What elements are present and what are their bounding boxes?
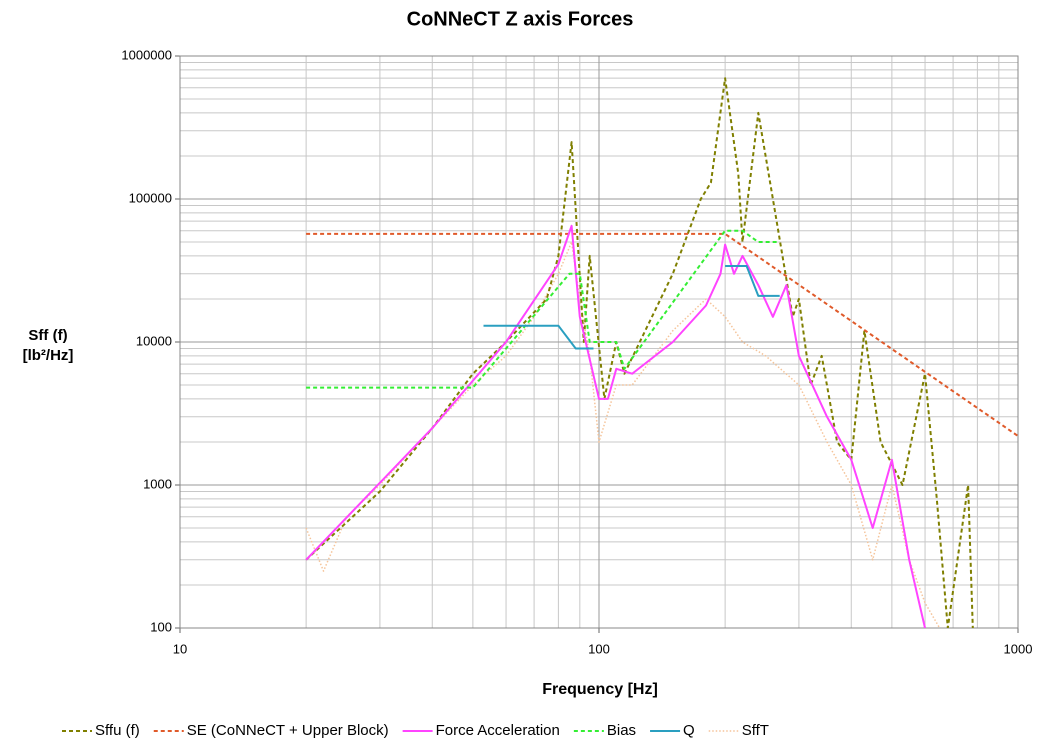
series-line (306, 232, 1018, 437)
y-tick-label: 100000 (129, 190, 172, 205)
y-axis-label: Sff (f) (28, 327, 67, 344)
x-tick-label: 100 (588, 641, 610, 656)
plot-area (305, 77, 1018, 628)
legend-label: Force Acceleration (436, 722, 560, 739)
series-line (305, 224, 926, 628)
x-tick-label: 10 (173, 641, 187, 656)
plot-border (179, 55, 1019, 629)
y-tick-label: 1000000 (121, 47, 172, 62)
y-tick-label: 1000 (143, 476, 172, 491)
legend-label: Sffu (f) (95, 722, 140, 739)
x-tick-label: 1000 (1004, 641, 1033, 656)
y-tick-label: 10000 (136, 333, 172, 348)
series-line (305, 77, 974, 628)
legend-label: SffT (742, 722, 769, 739)
y-axis-label: [lb²/Hz] (23, 347, 74, 364)
series-line (305, 241, 941, 628)
chart-title: CoNNeCT Z axis Forces (407, 8, 634, 30)
x-axis-label: Frequency [Hz] (542, 681, 658, 698)
legend-label: SE (CoNNeCT + Upper Block) (187, 722, 389, 739)
y-tick-label: 100 (150, 619, 172, 634)
legend-label: Bias (607, 722, 636, 739)
legend-label: Q (683, 722, 695, 739)
series-line (483, 265, 780, 350)
series-line (306, 229, 780, 389)
